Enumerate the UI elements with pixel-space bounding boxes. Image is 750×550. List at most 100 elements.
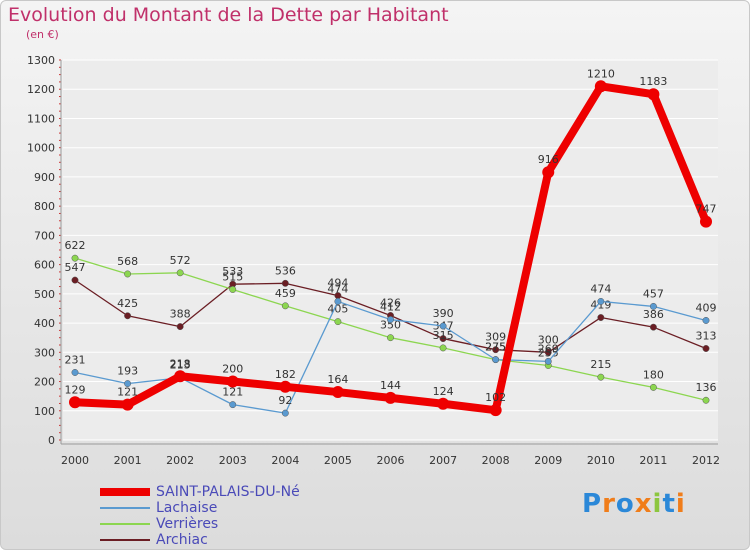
data-point [649, 302, 657, 310]
legend-swatch [100, 507, 150, 509]
data-label: 474 [590, 282, 611, 295]
data-point [71, 254, 79, 262]
x-tick-label: 2010 [587, 454, 615, 467]
data-point [71, 369, 79, 376]
data-label: 457 [643, 287, 664, 300]
data-label: 409 [696, 301, 717, 314]
y-tick-label: 1000 [27, 142, 55, 155]
data-label: 916 [538, 153, 559, 166]
data-label: 121 [117, 386, 138, 399]
data-label: 426 [380, 296, 401, 309]
y-tick-label: 300 [34, 346, 55, 359]
y-tick-label: 0 [48, 434, 55, 447]
data-point [334, 297, 342, 305]
data-label: 622 [65, 239, 86, 252]
y-tick-label: 200 [34, 376, 55, 389]
data-label: 388 [170, 308, 191, 321]
data-point [489, 404, 502, 417]
data-point [124, 312, 132, 320]
data-label: 315 [433, 329, 454, 342]
data-label: 164 [327, 373, 348, 386]
data-point [226, 375, 239, 388]
data-point [69, 396, 81, 409]
data-label: 568 [117, 255, 138, 268]
legend-label: Verrières [156, 516, 219, 532]
data-point [700, 215, 712, 228]
data-point [597, 314, 605, 321]
data-point [281, 409, 289, 417]
data-point [544, 357, 552, 365]
data-point [439, 344, 447, 352]
y-tick-label: 1100 [27, 112, 55, 125]
data-label: 231 [65, 353, 86, 366]
data-label: 215 [590, 358, 611, 371]
legend-swatch [100, 488, 150, 496]
data-point [492, 356, 500, 364]
data-point [702, 396, 710, 404]
data-point [71, 276, 79, 284]
data-point [124, 270, 132, 278]
data-label: 269 [538, 342, 559, 355]
y-tick-label: 500 [34, 288, 55, 301]
x-tick-label: 2003 [219, 454, 247, 467]
data-label: 218 [170, 357, 191, 370]
data-point [229, 286, 237, 293]
data-point [649, 323, 657, 331]
data-label: 200 [222, 363, 243, 376]
data-point [174, 370, 187, 383]
data-point [387, 316, 394, 324]
y-tick-label: 600 [34, 259, 55, 272]
legend-label: Archiac [156, 532, 208, 548]
x-tick-label: 2004 [271, 454, 299, 467]
data-point [281, 302, 289, 310]
data-point [492, 346, 500, 354]
data-label: 1210 [587, 67, 615, 80]
data-label: 1183 [639, 75, 667, 88]
data-label: 547 [65, 261, 86, 274]
data-label: 275 [485, 341, 506, 354]
data-label: 425 [117, 297, 138, 310]
legend-swatch [100, 539, 150, 541]
data-label: 144 [380, 379, 401, 392]
data-label: 572 [170, 254, 191, 267]
data-label: 102 [485, 391, 506, 404]
x-tick-label: 2000 [61, 454, 89, 467]
y-tick-label: 1200 [27, 83, 55, 96]
x-tick-label: 2012 [692, 454, 720, 467]
data-point [384, 391, 397, 404]
data-point [334, 318, 342, 326]
data-label: 515 [222, 270, 243, 283]
data-label: 459 [275, 287, 296, 300]
data-point [124, 380, 132, 388]
data-point [702, 316, 710, 324]
data-label: 494 [327, 277, 348, 290]
data-label: 536 [275, 264, 296, 277]
data-label: 309 [485, 331, 506, 344]
data-label: 313 [696, 330, 717, 343]
data-point [649, 383, 657, 391]
data-point [279, 380, 292, 393]
x-tick-label: 2005 [324, 454, 352, 467]
data-label: 412 [380, 301, 401, 314]
data-label: 275 [485, 341, 506, 354]
data-point [176, 269, 184, 277]
data-label: 386 [643, 308, 664, 321]
data-label: 180 [643, 368, 664, 381]
data-label: 533 [222, 265, 243, 278]
data-point [229, 401, 237, 409]
x-tick-label: 2006 [377, 454, 405, 467]
legend-item: Archiac [100, 532, 400, 548]
x-tick-label: 2011 [639, 454, 667, 467]
y-tick-label: 700 [34, 229, 55, 242]
data-label: 390 [433, 307, 454, 320]
x-tick-label: 2001 [114, 454, 142, 467]
data-point [544, 348, 552, 356]
data-point [331, 386, 344, 399]
data-label: 350 [380, 319, 401, 332]
data-point [542, 166, 555, 179]
data-label: 121 [222, 386, 243, 399]
data-point [439, 335, 447, 343]
data-point [597, 297, 605, 305]
data-point [594, 80, 607, 93]
